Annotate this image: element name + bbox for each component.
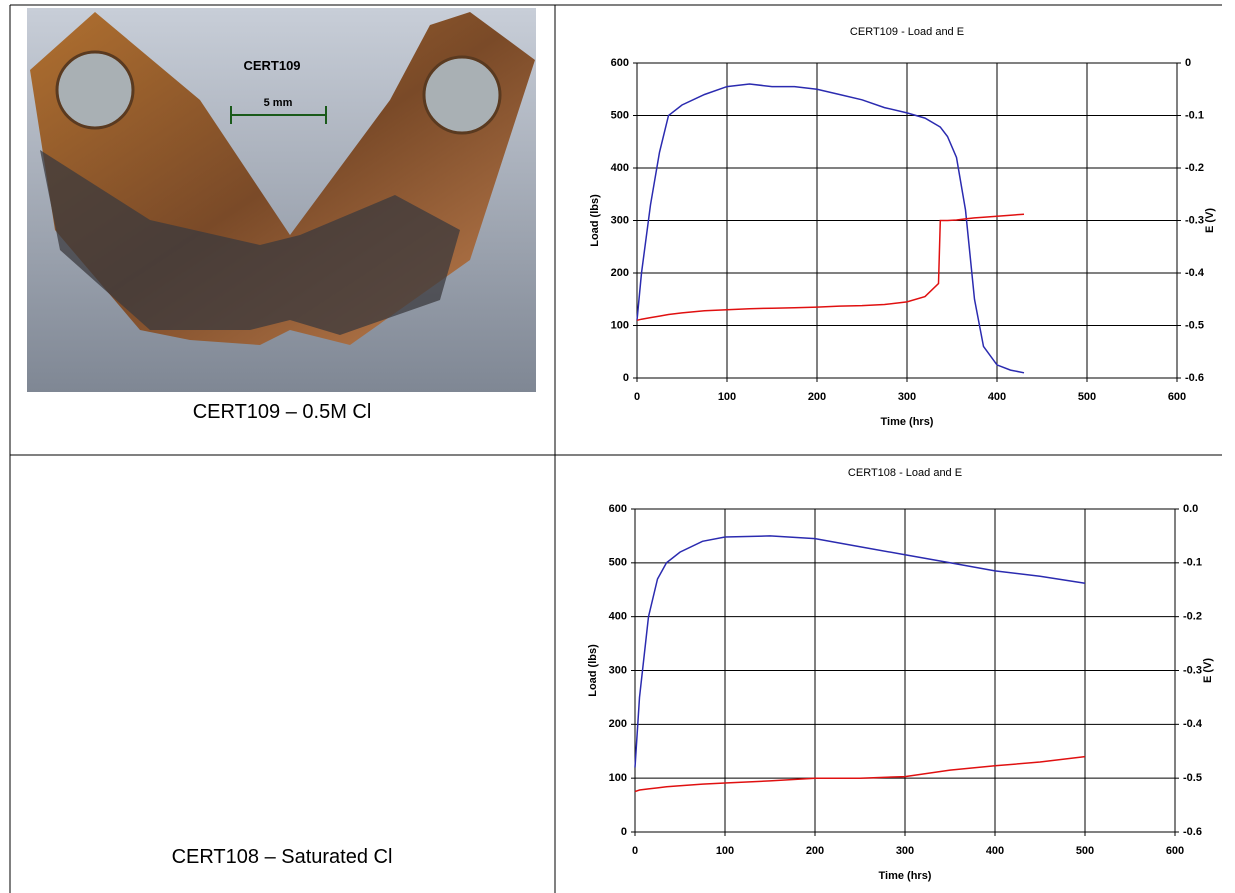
y-tick-label: 400 bbox=[611, 162, 629, 174]
chart-title: CERT108 - Load and E bbox=[848, 467, 962, 479]
y-tick-label: 200 bbox=[611, 267, 629, 279]
x-tick-label: 100 bbox=[716, 845, 734, 857]
specimen-photo: CERT109 5 mm bbox=[27, 8, 536, 392]
y2-tick-label: -0.2 bbox=[1185, 162, 1204, 174]
y2-tick-label: -0.6 bbox=[1183, 826, 1202, 838]
y-tick-label: 0 bbox=[621, 826, 627, 838]
scale-bar bbox=[230, 106, 327, 124]
y2-tick-label: -0.1 bbox=[1185, 109, 1204, 121]
x-axis-label: Time (hrs) bbox=[881, 416, 934, 428]
y2-tick-label: 0.0 bbox=[1183, 503, 1198, 515]
y-axis-label: Load (lbs) bbox=[587, 644, 599, 697]
x-tick-label: 100 bbox=[718, 391, 736, 403]
data-line bbox=[634, 535, 1086, 768]
y2-tick-label: -0.4 bbox=[1183, 718, 1203, 730]
y2-axis-label: E (V) bbox=[1204, 208, 1216, 233]
y2-tick-label: -0.1 bbox=[1183, 557, 1202, 569]
chart-title: CERT109 - Load and E bbox=[850, 26, 964, 38]
photo-label: CERT109 bbox=[243, 58, 300, 73]
x-tick-label: 200 bbox=[806, 845, 824, 857]
caption: CERT109 – 0.5M Cl bbox=[193, 401, 372, 423]
y2-tick-label: -0.6 bbox=[1185, 372, 1204, 384]
y-tick-label: 500 bbox=[609, 557, 627, 569]
x-tick-label: 400 bbox=[988, 391, 1006, 403]
y2-tick-label: -0.5 bbox=[1183, 772, 1202, 784]
y-tick-label: 500 bbox=[611, 109, 629, 121]
y-tick-label: 0 bbox=[623, 372, 629, 384]
data-line bbox=[634, 755, 1086, 793]
y-tick-label: 300 bbox=[611, 214, 629, 226]
x-axis-label: Time (hrs) bbox=[879, 870, 932, 882]
y2-tick-label: 0 bbox=[1185, 57, 1191, 69]
y-tick-label: 200 bbox=[609, 718, 627, 730]
y-tick-label: 100 bbox=[611, 319, 629, 331]
y2-tick-label: -0.3 bbox=[1183, 664, 1202, 676]
data-line bbox=[636, 83, 1025, 374]
x-tick-label: 200 bbox=[808, 391, 826, 403]
scale-label: 5 mm bbox=[264, 97, 293, 109]
x-tick-label: 0 bbox=[634, 391, 640, 403]
y-tick-label: 100 bbox=[609, 772, 627, 784]
x-tick-label: 600 bbox=[1168, 391, 1186, 403]
y-tick-label: 400 bbox=[609, 611, 627, 623]
y2-tick-label: -0.4 bbox=[1185, 267, 1205, 279]
y-tick-label: 600 bbox=[609, 503, 627, 515]
x-tick-label: 500 bbox=[1076, 845, 1094, 857]
caption: CERT108 – Saturated Cl bbox=[172, 846, 393, 868]
x-tick-label: 600 bbox=[1166, 845, 1184, 857]
y2-tick-label: -0.5 bbox=[1185, 319, 1204, 331]
x-tick-label: 500 bbox=[1078, 391, 1096, 403]
y2-axis-label: E (V) bbox=[1202, 658, 1214, 683]
y2-tick-label: -0.3 bbox=[1185, 214, 1204, 226]
table-borders bbox=[9, 4, 1222, 893]
y-axis-label: Load (lbs) bbox=[589, 194, 601, 247]
y2-tick-label: -0.2 bbox=[1183, 611, 1202, 623]
x-tick-label: 300 bbox=[896, 845, 914, 857]
x-tick-label: 0 bbox=[632, 845, 638, 857]
x-tick-label: 300 bbox=[898, 391, 916, 403]
data-line bbox=[636, 213, 1025, 322]
y-tick-label: 600 bbox=[611, 57, 629, 69]
y-tick-label: 300 bbox=[609, 664, 627, 676]
x-tick-label: 400 bbox=[986, 845, 1004, 857]
